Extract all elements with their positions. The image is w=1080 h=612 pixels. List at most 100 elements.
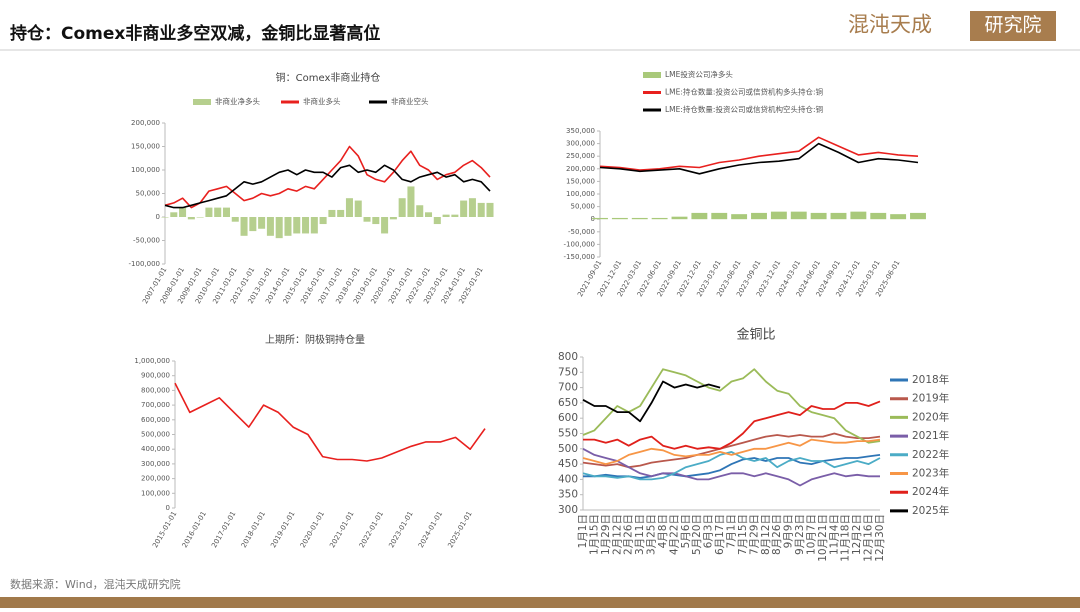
chart-title: 铜：Comex非商业持仓 — [276, 71, 381, 84]
y-tick-label: 700,000 — [141, 401, 170, 409]
bar — [398, 198, 406, 217]
bar — [240, 217, 248, 236]
footer-bar — [0, 597, 1080, 608]
bar — [850, 211, 867, 220]
bar — [433, 217, 441, 225]
x-tick-label: 11月18日 — [840, 514, 852, 562]
bar — [249, 217, 257, 232]
x-tick-label: 4月8日 — [657, 514, 669, 548]
bar — [810, 212, 827, 220]
y-tick-label: 150,000 — [566, 177, 595, 185]
line-series — [582, 448, 880, 487]
x-tick-label: 4月22日 — [668, 514, 680, 555]
y-tick-label: 100,000 — [566, 190, 595, 198]
bar — [691, 212, 708, 220]
bar — [319, 217, 327, 225]
bar — [830, 212, 847, 220]
y-tick-label: 200,000 — [566, 165, 595, 173]
bar — [731, 214, 748, 220]
bar — [910, 212, 926, 220]
line-series — [582, 451, 881, 481]
bar — [751, 212, 767, 220]
legend-label: 2019年 — [912, 392, 949, 405]
x-tick-label: 2023-01-01 — [387, 510, 414, 549]
bar — [381, 217, 389, 234]
x-tick-label: 10月21日 — [817, 514, 829, 562]
bar — [345, 198, 353, 217]
y-tick-label: 650 — [558, 397, 578, 409]
y-tick-label: -50,000 — [568, 228, 595, 236]
legend-label: LME:持仓数量:投资公司或信贷机构多头持仓:铜 — [665, 87, 823, 97]
y-tick-label: -50,000 — [133, 237, 160, 245]
x-tick-label: 2020-01-01 — [299, 510, 326, 549]
bar — [770, 211, 787, 220]
bar — [671, 216, 688, 220]
bar — [302, 217, 310, 234]
bar — [275, 217, 283, 239]
y-tick-label: 200,000 — [141, 475, 170, 483]
bar — [354, 200, 362, 217]
chart-title: 金铜比 — [736, 327, 775, 343]
y-tick-label: 1,000,000 — [134, 357, 170, 365]
x-tick-label: 1月15日 — [588, 514, 600, 555]
y-tick-label: 0 — [156, 213, 160, 221]
legend-label: 2025年 — [912, 504, 949, 517]
bar — [222, 207, 230, 217]
bar — [363, 217, 371, 222]
y-tick-label: 900,000 — [141, 372, 170, 380]
logo-box — [970, 11, 1056, 41]
y-tick-label: 50,000 — [571, 203, 596, 211]
legend-label: LME投资公司净多头 — [665, 69, 733, 79]
legend-swatch — [193, 99, 211, 105]
bar — [196, 217, 204, 218]
y-tick-label: 600,000 — [141, 416, 170, 424]
bar — [611, 217, 628, 220]
bar — [425, 212, 433, 217]
bar — [214, 207, 222, 217]
x-tick-label: 3月25日 — [646, 514, 658, 555]
x-tick-label: 8月26日 — [771, 514, 783, 555]
x-tick-label: 2019-01-01 — [269, 510, 296, 549]
line-series — [582, 438, 881, 465]
x-tick-label: 5月6日 — [680, 514, 692, 548]
x-tick-label: 8月12日 — [760, 514, 772, 555]
x-tick-label: 2017-01-01 — [210, 510, 237, 549]
chart-title: 上期所：阴极铜持仓量 — [265, 333, 365, 346]
logo-text: 混沌天成 — [848, 13, 932, 37]
line-series — [164, 164, 491, 209]
x-tick-label: 2024-01-01 — [417, 510, 444, 549]
legend-label: 非商业净多头 — [215, 96, 260, 106]
x-tick-label: 7月29日 — [748, 514, 760, 555]
y-tick-label: 250,000 — [566, 152, 595, 160]
legend-label: 2022年 — [912, 448, 949, 461]
x-tick-label: 2018-01-01 — [240, 510, 267, 549]
bar — [468, 198, 476, 217]
bar — [890, 214, 907, 220]
y-tick-label: 300,000 — [566, 140, 595, 148]
y-tick-label: 100,000 — [141, 489, 170, 497]
bar — [310, 217, 318, 234]
bar — [337, 209, 345, 217]
x-tick-label: 9月9日 — [783, 514, 795, 548]
source-note: 数据来源：Wind，混沌天成研究院 — [10, 577, 181, 591]
bar — [205, 207, 213, 217]
y-tick-label: 500 — [558, 443, 578, 455]
line-series — [582, 432, 881, 469]
bar — [870, 212, 887, 220]
y-tick-label: 700 — [558, 382, 578, 394]
x-tick-label: 2月26日 — [623, 514, 635, 555]
y-tick-label: 300 — [558, 504, 578, 516]
y-tick-label: 50,000 — [136, 190, 161, 198]
y-tick-label: 300,000 — [141, 460, 170, 468]
x-tick-label: 11月4日 — [828, 514, 840, 555]
bar — [231, 217, 239, 222]
x-tick-label: 2021-01-01 — [328, 510, 355, 549]
x-tick-label: 12月30日 — [874, 514, 886, 562]
legend-label: 2020年 — [912, 410, 949, 423]
line-series — [582, 368, 881, 444]
y-tick-label: 200,000 — [131, 119, 160, 127]
x-tick-label: 7月15日 — [737, 514, 749, 555]
bar — [293, 217, 301, 234]
slide-title: 持仓：Comex非商业多空双减，金铜比显著高位 — [10, 23, 380, 44]
